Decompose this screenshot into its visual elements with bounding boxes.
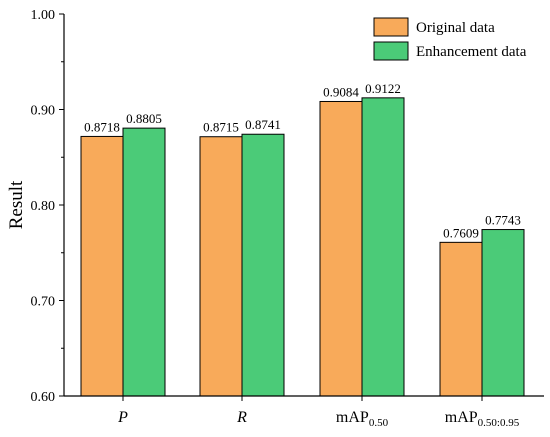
y-tick-label: 0.90 bbox=[31, 104, 56, 119]
bar-original-3 bbox=[439, 241, 483, 397]
legend-swatch-1 bbox=[373, 41, 409, 61]
bar-original-1 bbox=[199, 136, 243, 397]
y-axis-title: Result bbox=[6, 180, 27, 229]
bar-enhancement-2 bbox=[361, 97, 405, 397]
x-tick-label: mAP0.50 bbox=[336, 409, 389, 429]
value-label-enhancement-1: 0.8741 bbox=[245, 117, 281, 132]
value-label-original-1: 0.8715 bbox=[203, 120, 239, 135]
legend-label-0: Original data bbox=[416, 20, 495, 36]
bar-original-2 bbox=[319, 100, 363, 397]
y-ticks-layer: 0.60 0.70 0.80 0.90 1.00 bbox=[31, 8, 64, 405]
legend: Original data Enhancement data bbox=[373, 17, 527, 61]
value-label-enhancement-0: 0.8805 bbox=[126, 111, 162, 126]
bar-original-0 bbox=[80, 135, 124, 397]
x-tick-label: P bbox=[117, 409, 128, 426]
value-label-enhancement-3: 0.7743 bbox=[485, 213, 521, 228]
y-tick-label: 1.00 bbox=[31, 8, 56, 23]
x-tick-label: R bbox=[236, 409, 247, 426]
value-labels-layer: 0.8718 0.8715 0.9084 0.7609 0.8805 0.8741 0.91… bbox=[84, 81, 521, 240]
bar-enhancement-3 bbox=[481, 229, 525, 397]
value-label-original-2: 0.9084 bbox=[323, 84, 359, 99]
y-tick-label: 0.60 bbox=[31, 390, 56, 405]
legend-swatch-0 bbox=[373, 17, 409, 37]
bar-enhancement-1 bbox=[241, 133, 285, 397]
y-tick-label: 0.70 bbox=[31, 295, 56, 310]
bars-layer bbox=[80, 97, 525, 397]
value-label-enhancement-2: 0.9122 bbox=[365, 81, 401, 96]
bar-enhancement-0 bbox=[122, 127, 166, 397]
y-tick-label: 0.80 bbox=[31, 199, 56, 214]
x-tick-label: mAP0.50:0.95 bbox=[445, 409, 520, 429]
value-label-original-0: 0.8718 bbox=[84, 119, 120, 134]
value-label-original-3: 0.7609 bbox=[443, 225, 479, 240]
legend-label-1: Enhancement data bbox=[416, 44, 527, 60]
